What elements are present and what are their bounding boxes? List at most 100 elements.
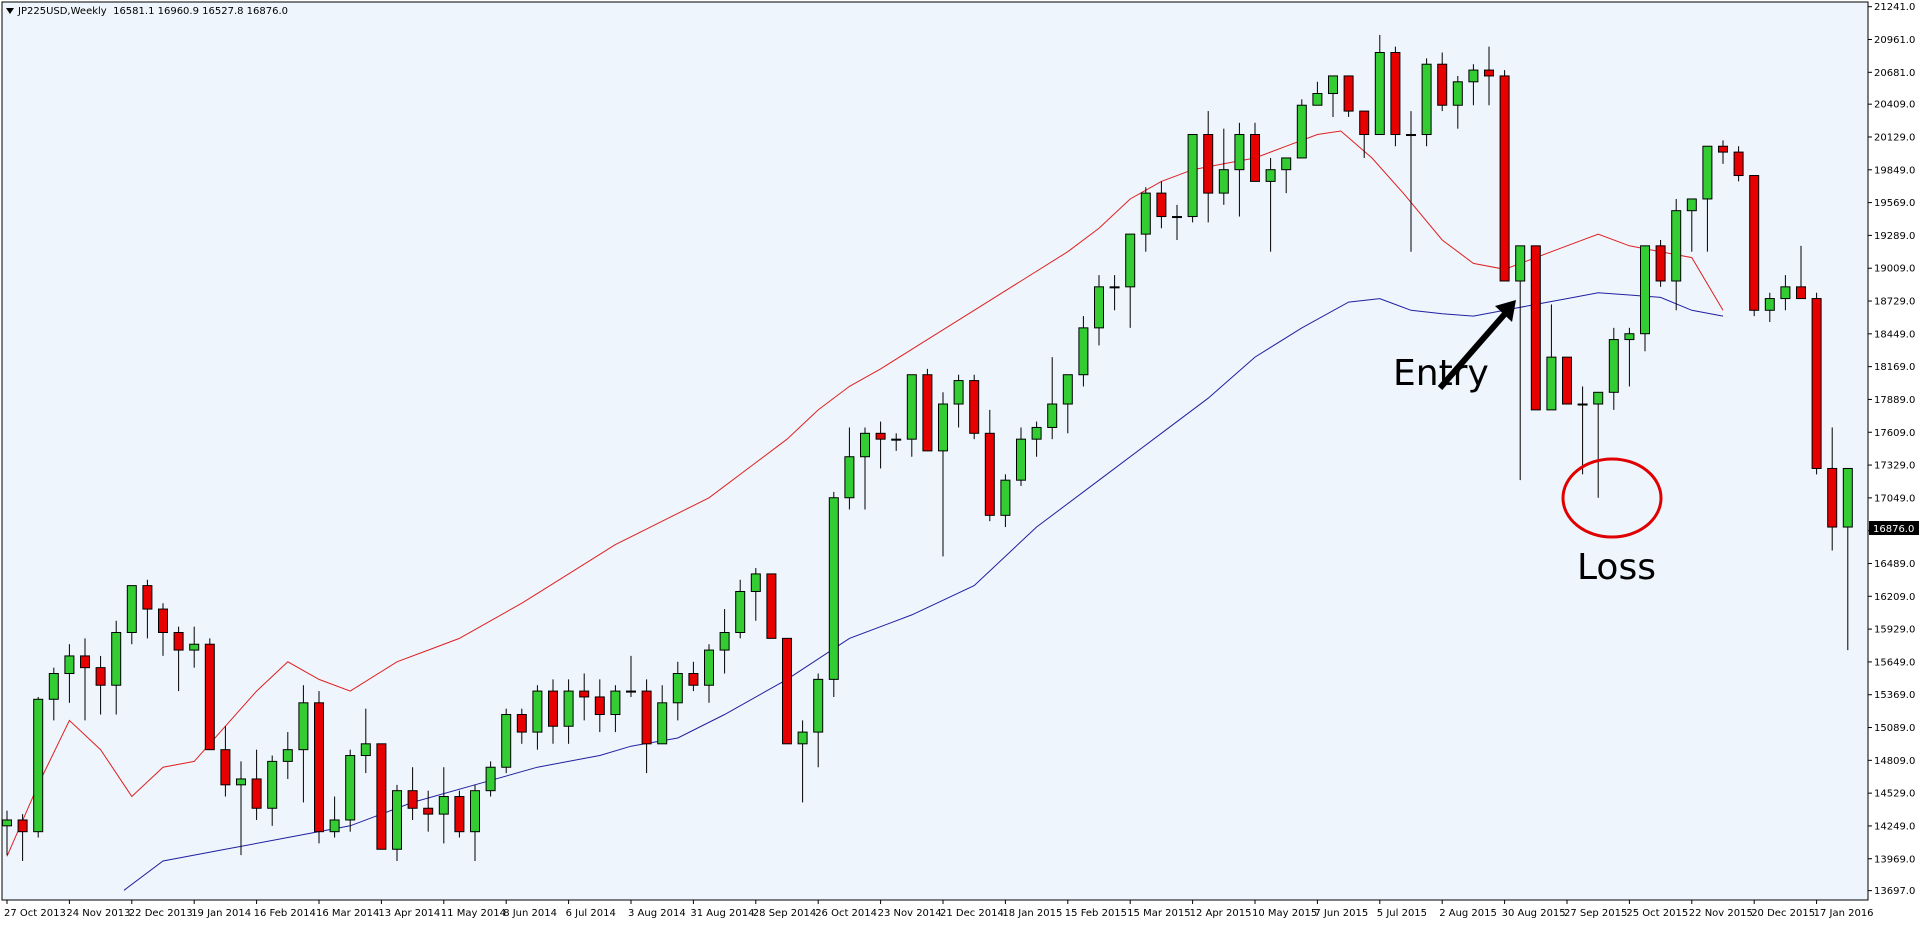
price-tick-label: 16489.0 xyxy=(1874,559,1915,570)
candle xyxy=(80,638,90,721)
candle xyxy=(1203,111,1214,223)
candle-body xyxy=(95,667,106,686)
candle-body xyxy=(516,714,527,733)
candle xyxy=(1468,64,1479,106)
candle-body xyxy=(329,819,340,833)
price-tick-label: 18169.0 xyxy=(1874,362,1915,373)
candle xyxy=(1421,58,1432,147)
candle xyxy=(844,427,855,510)
candle-body xyxy=(1593,391,1604,405)
time-tick-label: 19 Jan 2014 xyxy=(191,908,251,919)
candle xyxy=(189,626,200,668)
candle xyxy=(563,679,574,744)
candle-body xyxy=(750,573,761,592)
candle-body xyxy=(688,673,699,686)
time-tick-label: 22 Dec 2013 xyxy=(129,908,193,919)
time-tick-label: 27 Oct 2013 xyxy=(4,908,66,919)
candle xyxy=(282,732,293,779)
candle-body xyxy=(1640,245,1650,335)
time-tick-label: 7 Jun 2015 xyxy=(1314,908,1368,919)
entry-arrow xyxy=(1437,300,1516,390)
candle-body xyxy=(485,766,496,792)
candle-body xyxy=(1250,134,1260,182)
candle-body xyxy=(860,432,870,458)
price-tick-label: 17049.0 xyxy=(1874,493,1915,504)
candle xyxy=(657,685,668,745)
dropdown-triangle-icon[interactable] xyxy=(6,8,14,14)
price-tick-label: 14529.0 xyxy=(1874,789,1915,800)
candle-body xyxy=(251,778,262,809)
candle xyxy=(594,679,605,733)
time-tick-label: 2 Aug 2015 xyxy=(1439,908,1497,919)
candle xyxy=(922,368,933,452)
candle xyxy=(1437,52,1448,112)
candle-body xyxy=(1047,403,1058,428)
candle xyxy=(17,814,28,861)
time-tick-label: 18 Jan 2015 xyxy=(1002,908,1062,919)
candle-body xyxy=(657,702,668,745)
candle xyxy=(1827,427,1838,551)
price-tick-label: 15929.0 xyxy=(1874,625,1915,636)
candle xyxy=(1078,316,1089,387)
current-price-label: 16876.0 xyxy=(1873,524,1914,535)
candle xyxy=(1031,421,1042,457)
candle-body xyxy=(1796,286,1806,300)
price-tick-label: 21241.0 xyxy=(1874,2,1915,13)
price-tick-label: 15649.0 xyxy=(1874,657,1915,668)
candle xyxy=(688,661,699,692)
candle xyxy=(1530,245,1541,411)
candle xyxy=(298,685,309,803)
candle xyxy=(204,638,215,751)
candle xyxy=(953,374,964,428)
candles-layer xyxy=(2,34,1853,861)
candle xyxy=(1796,245,1806,300)
candle xyxy=(251,749,262,820)
time-tick-label: 15 Mar 2015 xyxy=(1127,908,1190,919)
price-tick-label: 14249.0 xyxy=(1874,821,1915,832)
candle xyxy=(579,673,590,721)
candle-body xyxy=(1671,210,1682,282)
candle-body xyxy=(766,573,777,639)
candle xyxy=(1593,391,1604,498)
candle-body xyxy=(1312,93,1323,106)
candle-body xyxy=(1686,198,1697,212)
candle xyxy=(782,637,792,745)
candle xyxy=(1764,292,1775,322)
candle-body xyxy=(1343,75,1354,112)
candle-body xyxy=(1359,110,1370,136)
candle-body xyxy=(1702,145,1713,200)
candle xyxy=(750,568,761,621)
current-price-marker: 16876.0 xyxy=(1869,521,1919,535)
candle xyxy=(48,667,59,721)
candle xyxy=(828,491,839,697)
candle-body xyxy=(392,790,402,850)
time-tick-label: 22 Nov 2015 xyxy=(1689,908,1753,919)
candle-body xyxy=(1437,63,1448,106)
candle xyxy=(454,790,465,838)
candle xyxy=(891,433,902,451)
candle xyxy=(1499,70,1510,282)
candle xyxy=(672,661,683,721)
candle-body xyxy=(1468,69,1479,83)
candle xyxy=(1047,357,1058,440)
price-tick-label: 18729.0 xyxy=(1874,297,1915,308)
candle xyxy=(360,708,371,774)
candle-body xyxy=(376,743,387,850)
time-tick-label: 24 Nov 2013 xyxy=(66,908,130,919)
candle xyxy=(626,655,636,697)
time-tick-label: 26 Oct 2014 xyxy=(815,908,877,919)
candle xyxy=(719,609,730,674)
candle xyxy=(111,620,122,715)
candle-body xyxy=(48,673,59,700)
candle xyxy=(470,784,480,861)
candle-body xyxy=(1827,467,1838,528)
candle xyxy=(1749,175,1760,317)
candle xyxy=(1608,327,1619,410)
candle xyxy=(969,374,980,440)
candle-body xyxy=(1296,104,1307,159)
candle-body xyxy=(813,678,824,733)
symbol-label: JP225USD,Weekly xyxy=(18,6,107,17)
chart-header: JP225USD,Weekly 16581.1 16960.9 16527.8 … xyxy=(6,6,288,17)
time-tick-label: 16 Feb 2014 xyxy=(254,908,316,919)
